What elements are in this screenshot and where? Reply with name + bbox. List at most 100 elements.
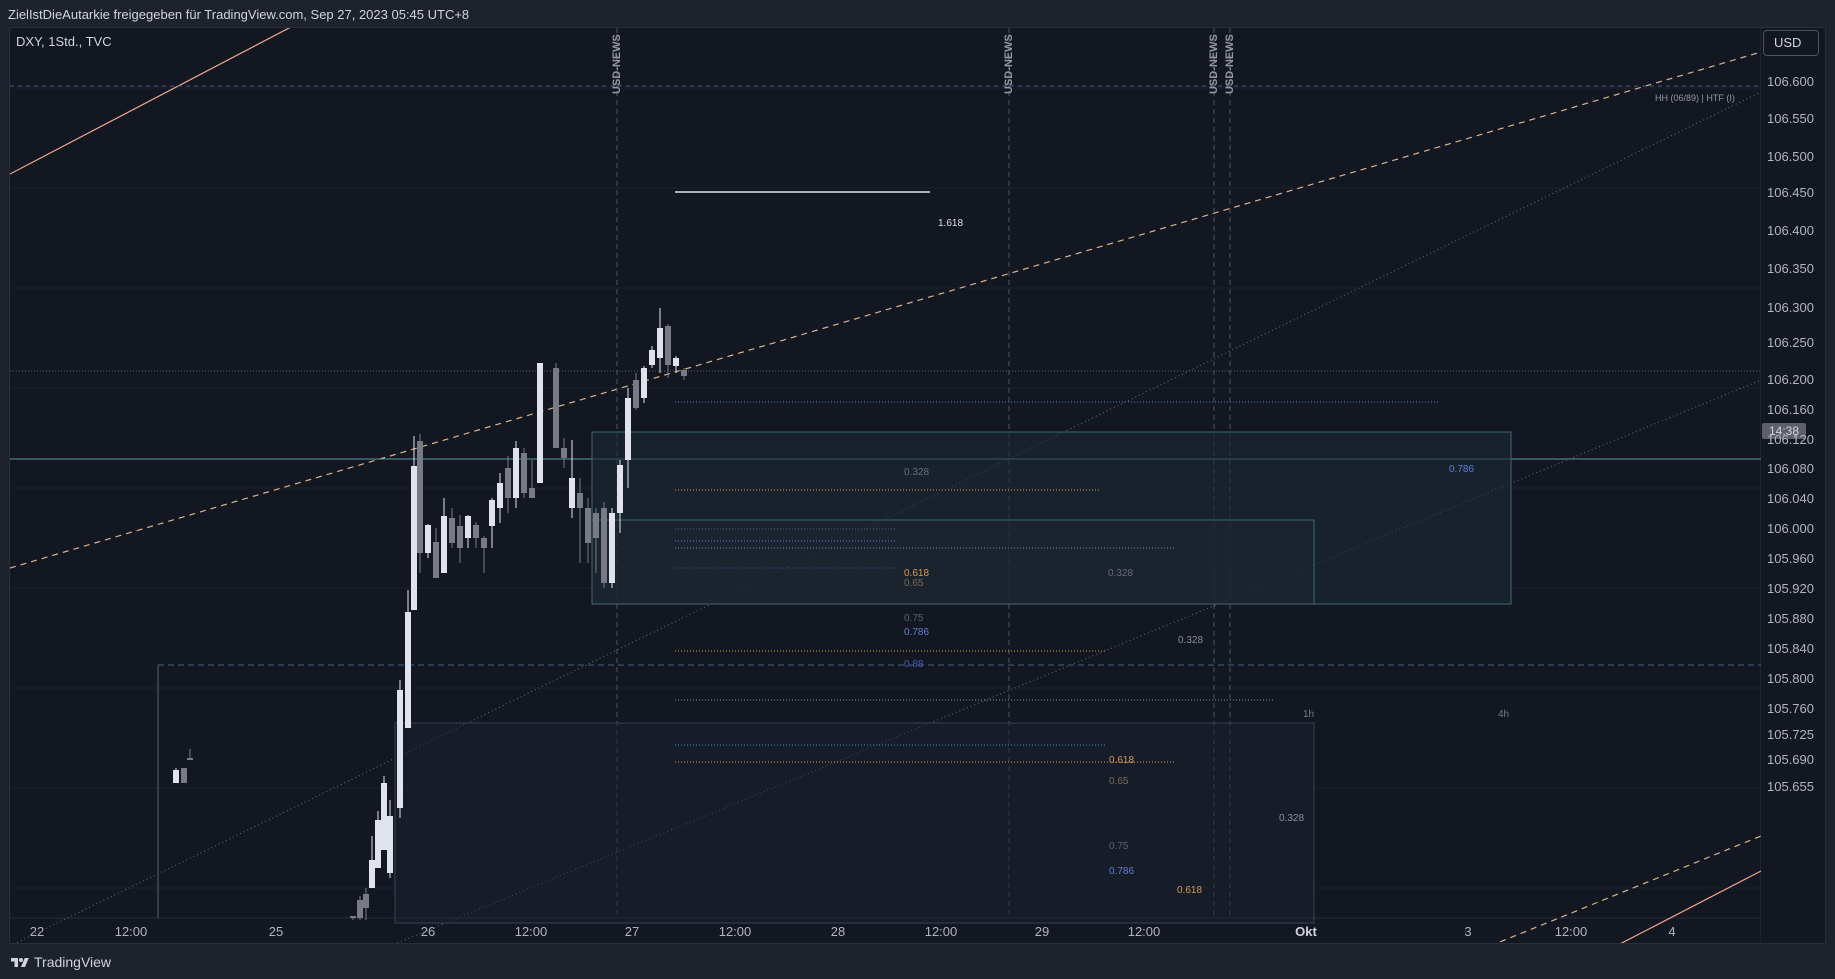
attribution-text: ZielIstDieAutarkie freigegeben für Tradi… (8, 7, 470, 22)
candle-body (187, 758, 193, 760)
candle-body (433, 542, 439, 578)
fib-label-a0786: 0.786 (1449, 464, 1475, 475)
candle-body (449, 518, 455, 543)
news-label-2: USD-NEWS (1003, 34, 1015, 94)
price-tick: 105.840 (1767, 641, 1814, 656)
candle-body (387, 816, 393, 873)
time-tick: 12:00 (718, 924, 752, 939)
candle-body (497, 483, 503, 508)
fib-label-a0328: 0.328 (904, 467, 930, 478)
channel-line-upper (10, 28, 291, 175)
fib-label-c075: 0.75 (904, 613, 924, 624)
price-tick: 105.800 (1767, 671, 1814, 686)
price-tick: 106.160 (1767, 402, 1814, 417)
candle-body (657, 328, 663, 358)
price-tick: 106.080 (1767, 461, 1814, 476)
candle-body (681, 370, 687, 376)
candle-body (465, 516, 471, 538)
fib-label-c0328: 0.328 (1178, 635, 1204, 646)
zone-lower (394, 722, 1315, 924)
price-tick: 106.200 (1767, 372, 1814, 387)
candle-body (369, 860, 375, 888)
candle-body (173, 770, 179, 783)
candle-body (473, 525, 479, 538)
price-scale-bg (1761, 28, 1825, 943)
dotted-trendline-1 (15, 91, 1762, 943)
fib-label-d0618: 0.618 (1109, 755, 1135, 766)
countdown-tag: 14:38 (1762, 423, 1806, 439)
candle-body (609, 513, 615, 583)
candle-body (357, 900, 363, 918)
candle-body (505, 468, 511, 498)
hh-label: HH (06/89) | HTF (I) (1655, 93, 1735, 103)
zone-label-1h: 1h (1303, 709, 1315, 720)
candle-body (577, 493, 583, 508)
footer-bar (0, 944, 1835, 979)
candle-body (397, 690, 403, 808)
candle-body (633, 380, 639, 408)
candle-body (553, 368, 559, 448)
candle-body (673, 358, 679, 366)
zone-1h (591, 519, 1315, 605)
price-tick: 106.000 (1767, 521, 1814, 536)
candle-body (593, 513, 599, 538)
time-tick: 27 (624, 924, 640, 939)
candle-body (381, 783, 387, 850)
fib-label-e075: 0.75 (1109, 841, 1129, 852)
time-tick: 25 (268, 924, 284, 939)
candle-body (457, 526, 463, 548)
symbol-label: DXY, 1Std., TVC (16, 34, 112, 49)
price-tick: 105.725 (1767, 727, 1814, 742)
currency-button[interactable]: USD (1763, 30, 1819, 56)
time-tick: Okt (1295, 924, 1317, 939)
fib-label-b0618: 0.618 (904, 568, 930, 579)
candle-body (375, 820, 381, 868)
candle-body (521, 453, 527, 493)
price-tick: 106.300 (1767, 300, 1814, 315)
price-tick: 106.400 (1767, 223, 1814, 238)
fib-label-e0618: 0.618 (1177, 885, 1203, 896)
candle-body (665, 326, 671, 365)
candle-body (561, 448, 567, 458)
candle-body (417, 441, 423, 553)
fib-label-1618: 1.618 (938, 218, 964, 229)
fib-label-e0786: 0.786 (1109, 866, 1135, 877)
price-tick: 106.600 (1767, 74, 1814, 89)
price-tick: 105.690 (1767, 752, 1814, 767)
candle-body (617, 465, 623, 513)
price-tick: 106.350 (1767, 261, 1814, 276)
time-tick: 26 (420, 924, 436, 939)
candle-body (585, 508, 591, 543)
price-tick: 105.960 (1767, 551, 1814, 566)
chart-canvas[interactable] (10, 28, 1826, 944)
news-label-4: USD-NEWS (1224, 34, 1236, 94)
price-tick: 105.655 (1767, 779, 1814, 794)
time-tick: 28 (830, 924, 846, 939)
candle-body (601, 508, 607, 583)
fib-label-d065: 0.65 (1109, 776, 1129, 787)
price-tick: 105.920 (1767, 581, 1814, 596)
time-tick: 12:00 (924, 924, 958, 939)
brand-name: TradingView (34, 954, 112, 970)
price-tick: 106.040 (1767, 491, 1814, 506)
candles-group (173, 308, 687, 920)
channel-line-lower (1620, 870, 1762, 943)
candle-body (649, 350, 655, 365)
time-tick: 29 (1034, 924, 1050, 939)
time-tick: 22 (29, 924, 45, 939)
fib-label-d0328: 0.328 (1279, 813, 1305, 824)
candle-body (350, 916, 356, 918)
dotted-trendline-2 (395, 379, 1762, 943)
candle-body (513, 448, 519, 498)
candle-body (625, 398, 631, 460)
price-tick: 106.120 (1767, 432, 1814, 447)
tradingview-logo-icon (11, 958, 29, 967)
candle-body (569, 478, 575, 508)
price-tick: 106.250 (1767, 335, 1814, 350)
candle-body (411, 466, 417, 610)
price-tick: 106.450 (1767, 185, 1814, 200)
price-tick: 105.760 (1767, 701, 1814, 716)
fib-label-b0328: 0.328 (1108, 568, 1134, 579)
candle-body (425, 525, 431, 553)
chart-area[interactable] (9, 27, 1826, 944)
